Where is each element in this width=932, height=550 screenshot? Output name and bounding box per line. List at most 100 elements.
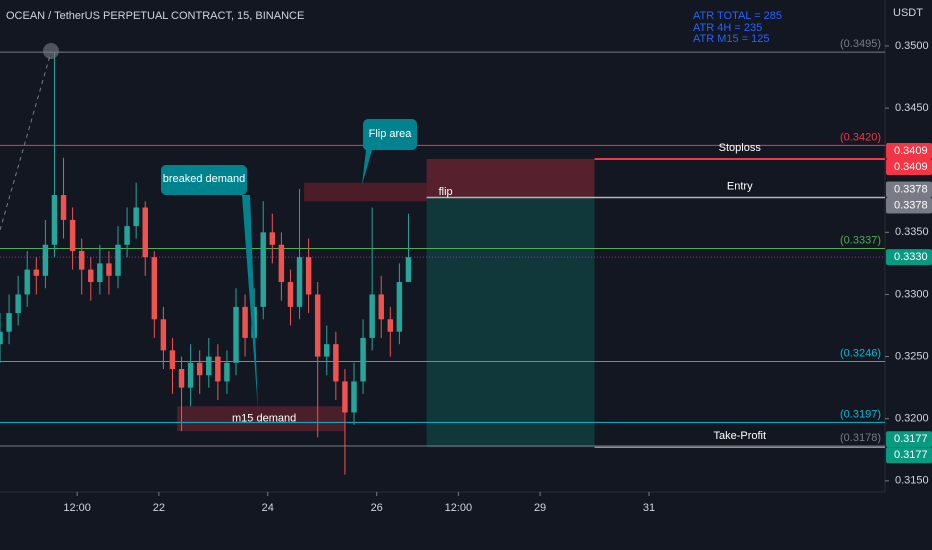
candle-body — [169, 350, 176, 369]
candle-body — [178, 369, 185, 388]
candle-body — [296, 257, 303, 307]
price-tag-label: 0.3330 — [894, 251, 928, 263]
price-tag — [886, 159, 932, 176]
x-tick-label: 12:00 — [445, 502, 473, 514]
x-tick-label: 29 — [534, 502, 546, 514]
level-label: (0.3178) — [840, 432, 881, 444]
candle-body — [287, 282, 294, 307]
x-tick-label: 24 — [262, 502, 274, 514]
price-tag — [886, 197, 932, 214]
candle-body — [305, 257, 312, 295]
candle-body — [278, 244, 285, 283]
y-tick-label: 0.3500 — [895, 40, 929, 52]
x-tick-label: 31 — [643, 502, 655, 514]
atr-text: ATR 4H = 235 — [693, 22, 762, 34]
candle-body — [405, 257, 412, 283]
candle-body — [242, 306, 248, 338]
price-tag-label: 0.3378 — [894, 183, 928, 195]
y-tick-label: 0.3250 — [895, 350, 929, 362]
candle-body — [106, 263, 112, 276]
level-label: (0.3246) — [840, 347, 881, 359]
peak-marker — [43, 43, 59, 59]
price-tag — [886, 249, 932, 266]
candle-body — [24, 269, 30, 295]
candle-body — [160, 319, 167, 351]
callout-text: breaked demand — [163, 173, 246, 185]
candle-body — [51, 195, 58, 245]
atr-text: ATR TOTAL = 285 — [693, 10, 782, 22]
candle-body — [260, 232, 266, 307]
candle-body — [233, 306, 239, 363]
price-tag — [886, 447, 932, 464]
zone — [177, 406, 345, 432]
candle-body — [142, 207, 148, 258]
x-tick-label: 26 — [371, 502, 383, 514]
candle-body — [224, 362, 230, 382]
candle-body — [133, 207, 139, 227]
price-tag-label: 0.3177 — [894, 433, 928, 445]
candle-body — [60, 195, 67, 220]
plot-area — [0, 51, 885, 475]
candle-body — [314, 294, 321, 357]
candle-body — [396, 282, 403, 332]
candle-body — [124, 226, 130, 245]
candle-body — [342, 381, 348, 413]
zone-label: flip — [439, 186, 453, 198]
candle-body — [206, 356, 212, 376]
currency-label: USDT — [893, 7, 923, 19]
price-tag — [886, 143, 932, 160]
zone — [304, 182, 427, 202]
y-tick-label: 0.3450 — [895, 102, 929, 114]
candle-body — [42, 244, 49, 276]
price-tag-label: 0.3177 — [894, 449, 928, 461]
candle-body — [6, 313, 12, 332]
symbol-title: OCEAN / TetherUS PERPETUAL CONTRACT, 15,… — [6, 10, 304, 22]
reward-area — [426, 197, 595, 448]
candle-body — [351, 381, 357, 413]
y-tick-label: 0.3150 — [895, 475, 929, 487]
candle-body — [333, 344, 339, 382]
zone-label: m15 demand — [232, 413, 296, 425]
atr-text: ATR M15 = 125 — [693, 33, 770, 45]
candle-body — [97, 263, 103, 283]
callout: breaked demand — [161, 165, 258, 410]
x-tick-label: 12:00 — [63, 502, 91, 514]
callout-box — [161, 165, 258, 410]
candle-body — [0, 331, 3, 345]
candle-body — [387, 319, 394, 332]
candle-body — [187, 362, 194, 388]
candle-body — [196, 362, 203, 376]
candle-body — [69, 219, 76, 251]
risk-area — [426, 159, 595, 198]
y-tick-label: 0.3200 — [895, 413, 929, 425]
price-tag — [886, 431, 932, 448]
level-label: (0.3337) — [840, 234, 881, 246]
candle-body — [33, 269, 40, 276]
trend-line — [0, 51, 52, 231]
candle-body — [151, 257, 158, 320]
y-tick-label: 0.3300 — [895, 288, 929, 300]
position-label: Entry — [727, 180, 753, 192]
position-label: Stoploss — [719, 142, 762, 154]
candle-body — [369, 294, 375, 338]
price-tag-label: 0.3378 — [894, 199, 928, 211]
candle-body — [360, 337, 366, 382]
price-tag-label: 0.3409 — [894, 161, 928, 173]
candle-body — [88, 269, 94, 283]
candle-body — [378, 294, 384, 320]
y-tick-label: 0.3350 — [895, 226, 929, 238]
candle-body — [115, 244, 121, 276]
callout-box — [362, 119, 417, 185]
position-label: Take-Profit — [713, 430, 766, 442]
callout: Flip area — [362, 119, 417, 185]
candle-body — [324, 344, 330, 357]
level-label: (0.3197) — [840, 408, 881, 420]
level-label: (0.3420) — [840, 131, 881, 143]
candle-body — [215, 356, 221, 382]
candle-body — [78, 250, 85, 270]
candle-body — [15, 294, 21, 314]
price-tag — [886, 181, 932, 198]
level-label: (0.3495) — [840, 38, 881, 50]
candle-body — [269, 232, 276, 245]
price-tag-label: 0.3409 — [894, 145, 928, 157]
